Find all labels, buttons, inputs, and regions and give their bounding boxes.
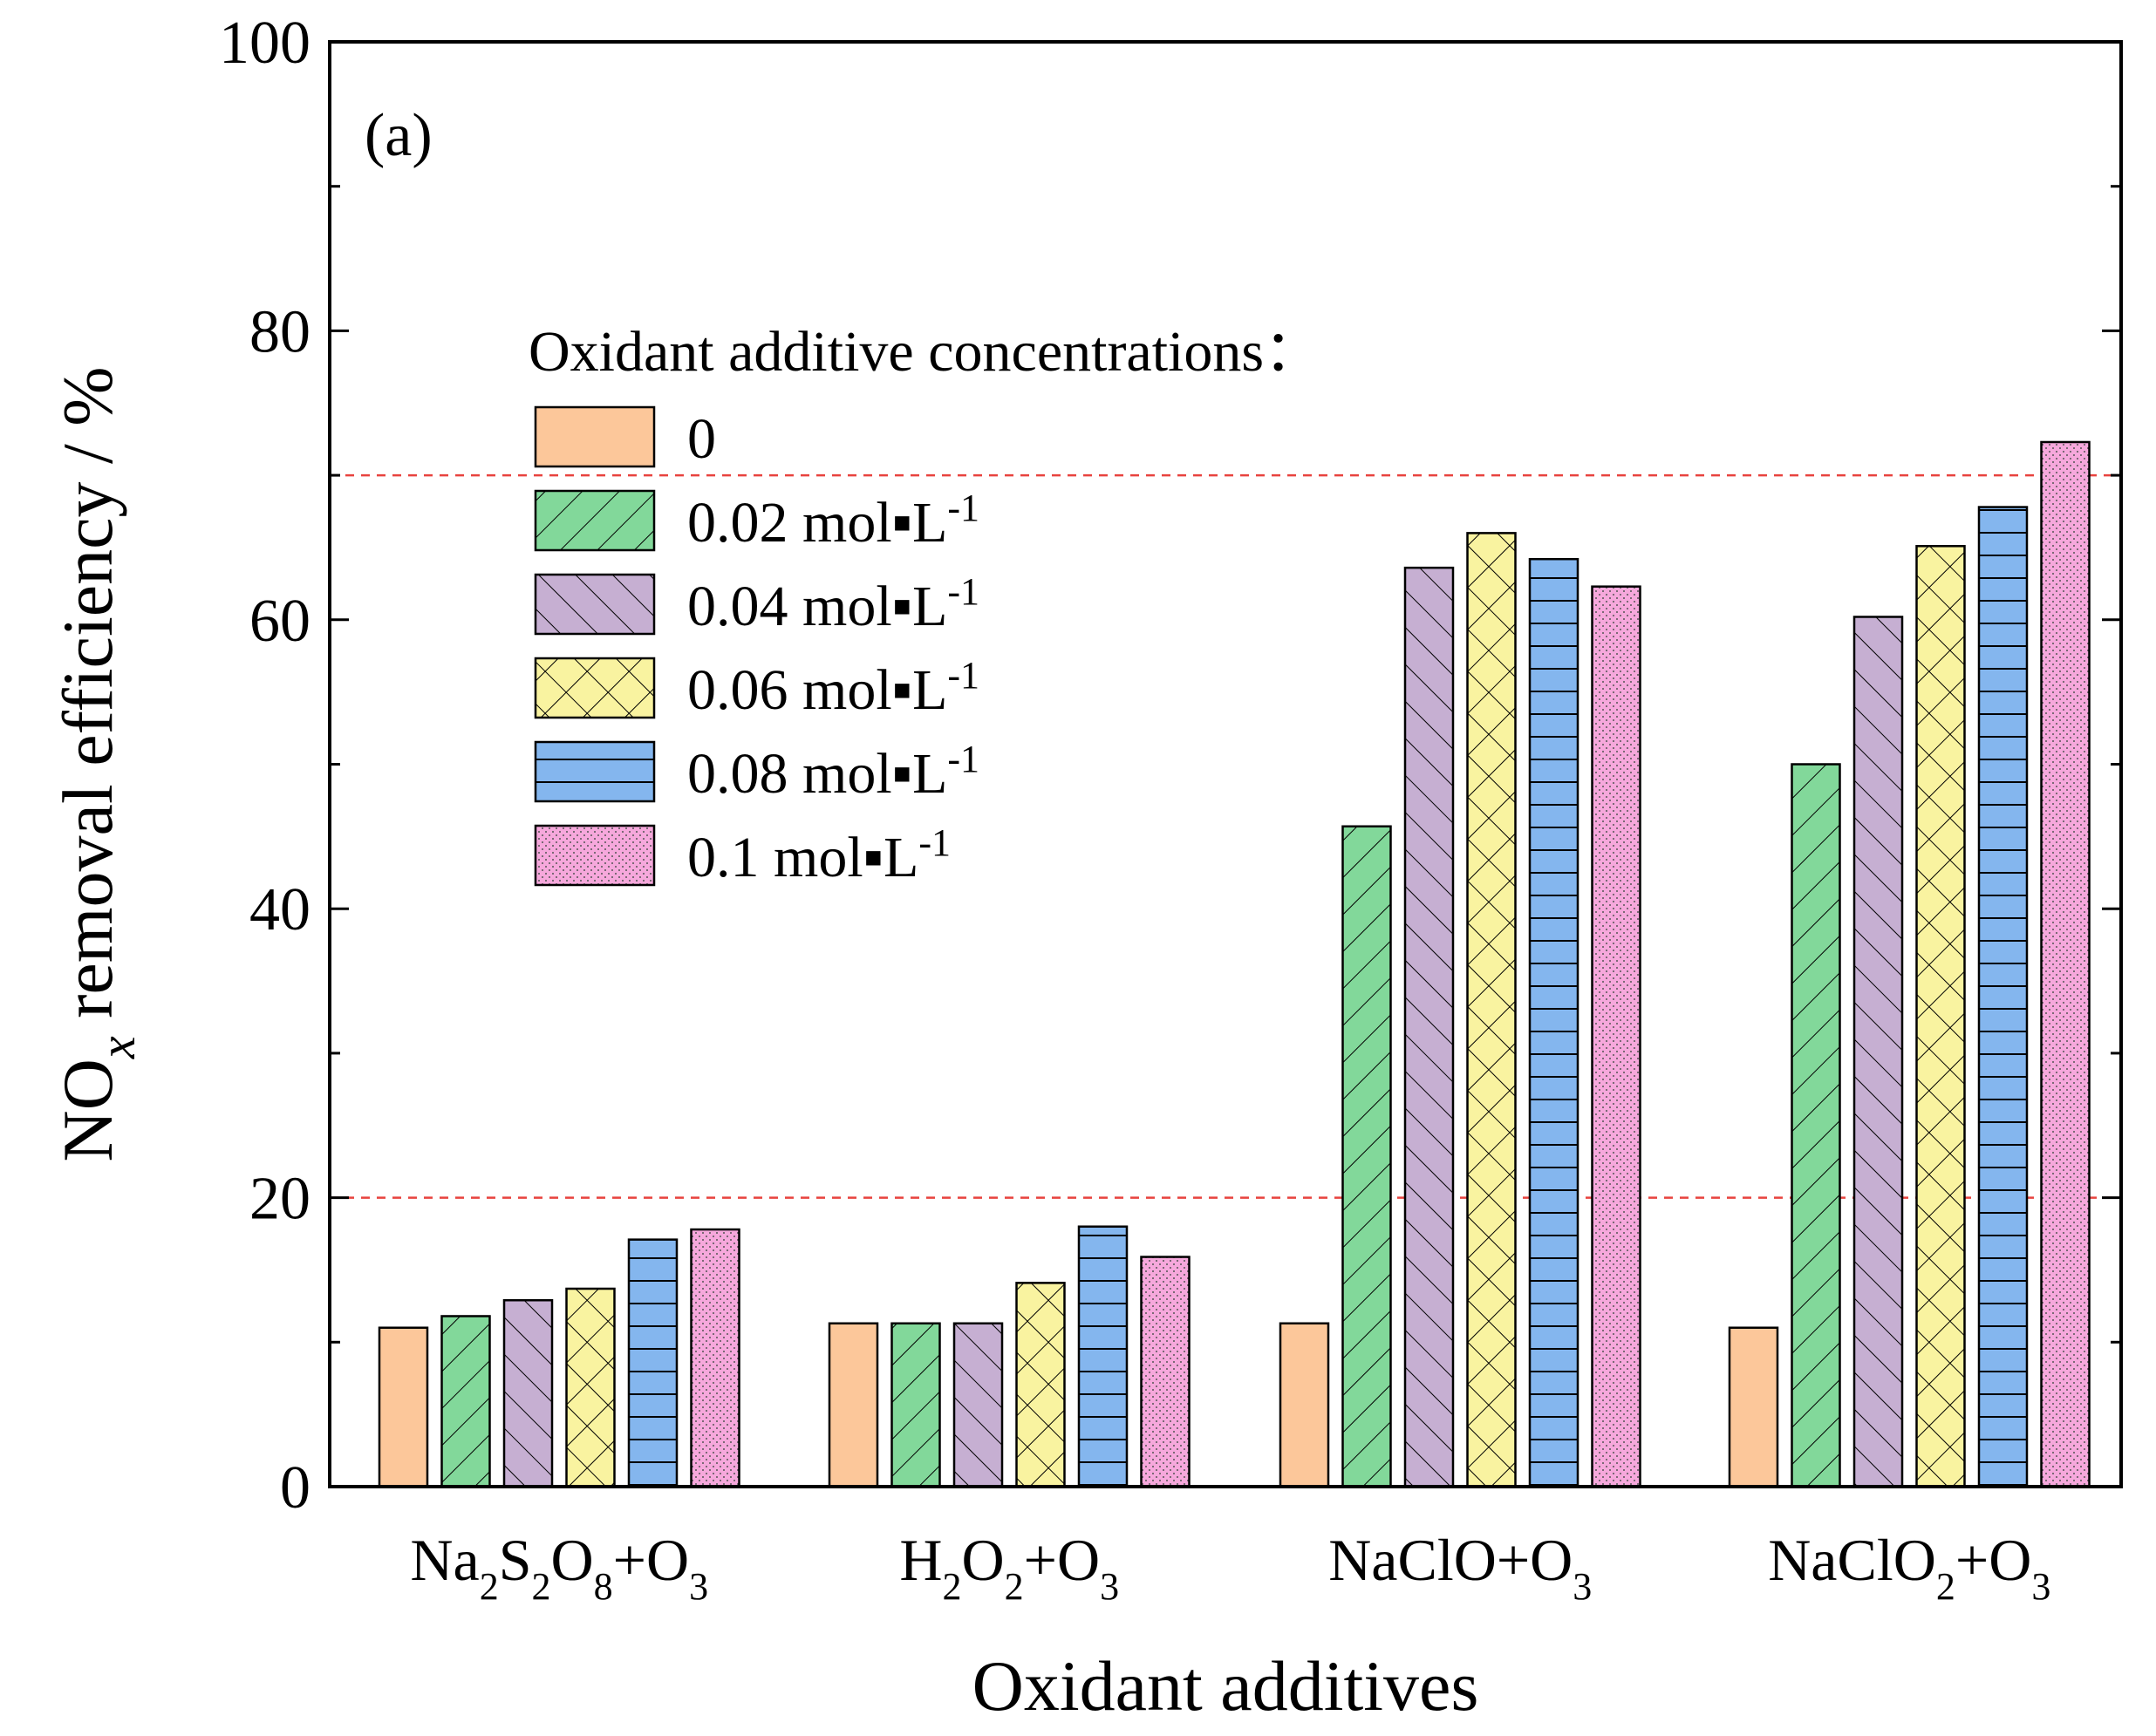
legend-swatch xyxy=(534,489,656,552)
bar xyxy=(690,1228,740,1488)
y-tick-label: 80 xyxy=(249,298,310,365)
bar xyxy=(1977,506,2029,1488)
bar xyxy=(502,1298,554,1488)
x-tick-label: Na2S2O8+O3 xyxy=(410,1527,708,1608)
y-tick-label: 60 xyxy=(249,588,310,655)
bars-layer xyxy=(378,440,2091,1488)
legend-label: 0.08 mol▪L-1 xyxy=(687,738,979,806)
bar xyxy=(1915,545,1966,1488)
legend-label: 0.06 mol▪L-1 xyxy=(687,654,979,722)
legend-swatch xyxy=(534,740,656,803)
bar xyxy=(1728,1326,1779,1488)
x-tick-label: NaClO2+O3 xyxy=(1768,1527,2050,1608)
legend-label: 0.02 mol▪L-1 xyxy=(687,487,979,555)
bar xyxy=(1403,566,1455,1488)
legend-swatch xyxy=(534,824,656,887)
bar xyxy=(890,1322,941,1488)
bar xyxy=(440,1315,491,1488)
legend-label: 0.1 mol▪L-1 xyxy=(687,821,951,889)
legend-swatch xyxy=(534,657,656,719)
bar xyxy=(828,1322,879,1488)
y-tick-label: 0 xyxy=(280,1454,310,1522)
y-tick-label: 100 xyxy=(219,10,310,77)
bar xyxy=(1466,532,1517,1488)
y-tick-label: 40 xyxy=(249,876,310,943)
legend-swatch xyxy=(534,573,656,636)
bar xyxy=(1279,1322,1330,1488)
bar xyxy=(1341,825,1392,1488)
bar xyxy=(1791,763,1841,1488)
y-tick-label: 20 xyxy=(249,1166,310,1233)
bar xyxy=(378,1326,429,1488)
axes: 0 20 40 60 80 100 Na2S2O8+O3 H2O2+O3 NaClO+O3 NaC… xyxy=(48,10,2123,1726)
bar xyxy=(565,1287,616,1488)
y-axis-title: NOx removal efficiency / % xyxy=(48,366,146,1161)
bar xyxy=(627,1238,679,1488)
x-axis-title: Oxidant additives xyxy=(972,1646,1479,1726)
x-tick-label: H2O2+O3 xyxy=(899,1527,1119,1608)
x-tick-label: NaClO+O3 xyxy=(1328,1527,1592,1608)
legend-label: 0 xyxy=(687,407,716,471)
legend-title: Oxidant additive concentrations： xyxy=(529,320,1321,384)
bar xyxy=(1140,1256,1191,1488)
legend-label: 0.04 mol▪L-1 xyxy=(687,570,979,638)
bar xyxy=(1591,585,1641,1488)
bar xyxy=(1077,1225,1129,1488)
bar xyxy=(952,1322,1004,1488)
bar xyxy=(2040,440,2091,1488)
legend-swatch xyxy=(534,405,656,468)
legend: Oxidant additive concentrations： 0 0.02 mo… xyxy=(529,320,1321,889)
bar xyxy=(1015,1282,1066,1488)
bar xyxy=(1852,616,1904,1488)
bar xyxy=(1528,557,1579,1488)
panel-label: (a) xyxy=(365,102,433,169)
